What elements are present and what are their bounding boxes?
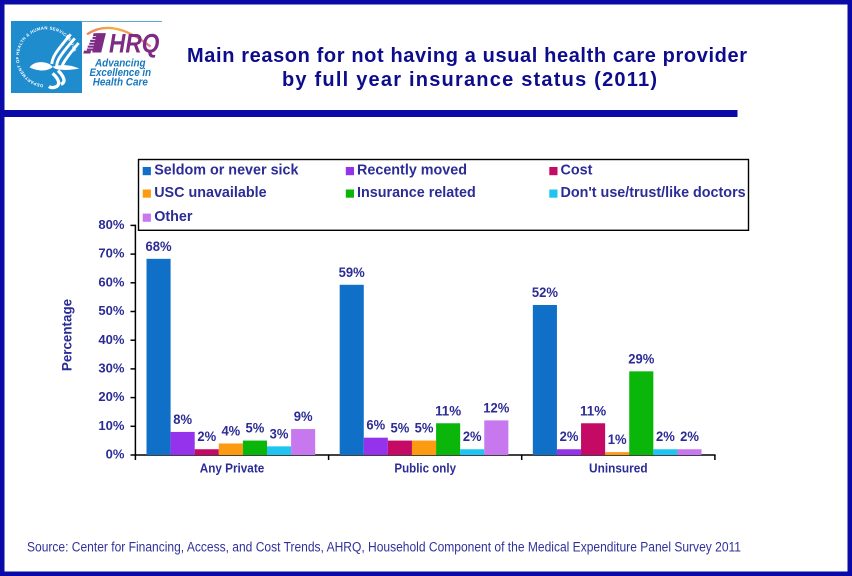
svg-text:Public only: Public only	[394, 460, 456, 475]
svg-text:52%: 52%	[532, 284, 559, 300]
svg-text:5%: 5%	[246, 420, 265, 436]
svg-text:Excellence in: Excellence in	[90, 67, 152, 79]
svg-text:Other: Other	[154, 209, 193, 225]
svg-text:4%: 4%	[221, 422, 240, 438]
svg-text:Uninsured: Uninsured	[589, 460, 648, 475]
svg-text:80%: 80%	[98, 218, 124, 232]
svg-text:30%: 30%	[98, 362, 124, 376]
svg-text:8%: 8%	[173, 411, 192, 427]
svg-text:Cost: Cost	[561, 162, 593, 178]
svg-text:Percentage: Percentage	[59, 299, 74, 371]
svg-text:11%: 11%	[435, 402, 462, 418]
svg-text:2%: 2%	[656, 428, 675, 444]
svg-text:29%: 29%	[628, 350, 655, 366]
svg-text:Health Care: Health Care	[93, 77, 148, 89]
svg-text:1%: 1%	[608, 431, 627, 447]
svg-text:Advancing: Advancing	[94, 58, 146, 70]
svg-text:60%: 60%	[98, 275, 124, 289]
svg-text:2%: 2%	[680, 428, 699, 444]
svg-text:Insurance related: Insurance related	[357, 185, 476, 201]
svg-text:2%: 2%	[463, 428, 482, 444]
svg-text:11%: 11%	[580, 402, 607, 418]
svg-text:50%: 50%	[98, 304, 124, 318]
svg-text:Seldom or never sick: Seldom or never sick	[154, 162, 298, 178]
svg-text:2%: 2%	[197, 428, 216, 444]
svg-text:HRQ: HRQ	[109, 29, 159, 59]
svg-text:Any Private: Any Private	[200, 460, 265, 475]
svg-text:USC unavailable: USC unavailable	[154, 185, 266, 201]
svg-text:59%: 59%	[339, 264, 366, 280]
svg-text:Don't use/trust/like doctors: Don't use/trust/like doctors	[561, 185, 746, 201]
svg-text:68%: 68%	[146, 238, 173, 254]
svg-text:Recently moved: Recently moved	[357, 162, 467, 178]
svg-text:Main reason for not having a u: Main reason for not having a usual healt…	[187, 45, 747, 67]
svg-text:0%: 0%	[106, 448, 125, 462]
svg-text:70%: 70%	[98, 247, 124, 261]
svg-text:6%: 6%	[366, 417, 385, 433]
svg-text:9%: 9%	[294, 408, 313, 424]
svg-text:Source: Center for Financing,: Source: Center for Financing, Access, an…	[27, 540, 741, 555]
svg-text:10%: 10%	[98, 419, 124, 433]
svg-text:20%: 20%	[98, 390, 124, 404]
svg-text:by full year insurance status: by full year insurance status (2011)	[282, 69, 657, 91]
svg-text:40%: 40%	[98, 333, 124, 347]
svg-text:12%: 12%	[483, 399, 510, 415]
svg-text:5%: 5%	[415, 420, 434, 436]
svg-text:5%: 5%	[391, 420, 410, 436]
svg-text:3%: 3%	[270, 425, 289, 441]
svg-text:2%: 2%	[560, 428, 579, 444]
